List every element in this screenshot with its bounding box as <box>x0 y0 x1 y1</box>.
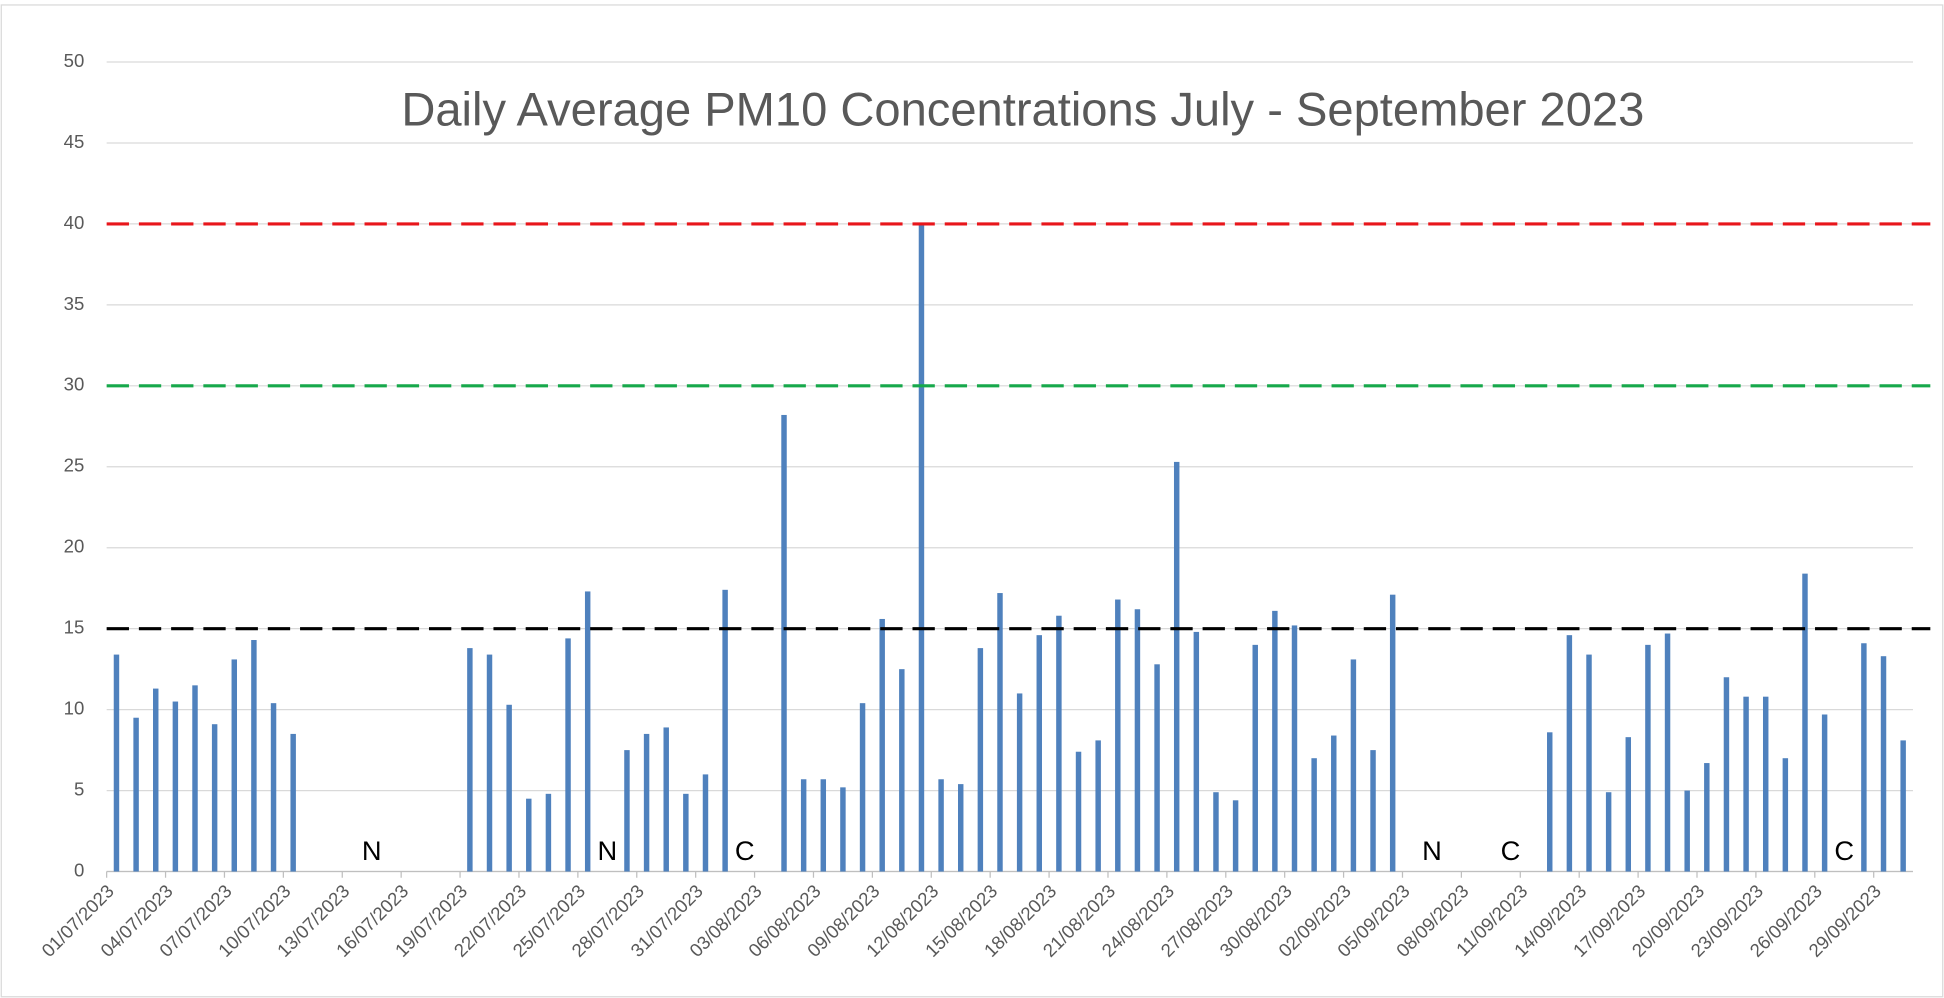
annotation: C <box>735 835 755 866</box>
y-tick-label: 0 <box>74 859 84 880</box>
bar <box>899 669 905 872</box>
bar <box>545 793 552 872</box>
bar <box>1743 696 1749 872</box>
bar <box>1723 677 1730 872</box>
annotation: N <box>1422 835 1442 866</box>
bar <box>702 774 709 872</box>
bar <box>1213 792 1219 872</box>
bar <box>251 640 257 872</box>
bar <box>1291 625 1298 872</box>
bar <box>781 414 787 872</box>
bar <box>486 654 493 872</box>
bar <box>859 703 866 872</box>
bar <box>643 733 650 872</box>
bar <box>1193 631 1200 872</box>
bar <box>683 793 689 872</box>
bar <box>1075 751 1082 872</box>
bar <box>1350 659 1357 872</box>
bar <box>1821 714 1828 872</box>
bar <box>1645 644 1651 872</box>
y-tick-label: 10 <box>64 698 85 719</box>
bar <box>918 223 925 872</box>
bar <box>231 659 238 872</box>
bar <box>1036 635 1042 872</box>
chart-title: Daily Average PM10 Concentrations July -… <box>401 82 1644 135</box>
bar <box>565 638 571 872</box>
bar <box>977 648 984 872</box>
annotation: N <box>362 835 382 866</box>
bar <box>1016 693 1023 872</box>
bar <box>1586 654 1592 872</box>
bar <box>1095 740 1101 872</box>
bar <box>879 618 885 872</box>
bar <box>113 654 120 872</box>
bar <box>1605 792 1612 872</box>
bar <box>290 733 296 872</box>
annotation: C <box>1834 835 1854 866</box>
bar <box>1625 737 1632 872</box>
annotation: N <box>597 835 617 866</box>
bar <box>1056 615 1062 872</box>
annotation: C <box>1501 835 1521 866</box>
y-tick-label: 25 <box>64 455 85 476</box>
y-tick-label: 5 <box>74 778 84 799</box>
bar <box>624 750 630 872</box>
bar <box>1134 609 1141 872</box>
bar <box>153 688 159 872</box>
bar <box>1684 790 1690 872</box>
bar <box>1566 635 1573 872</box>
bar <box>840 787 846 872</box>
bar <box>722 589 728 872</box>
bar <box>1802 573 1808 872</box>
bar <box>1154 664 1160 872</box>
y-tick-label: 15 <box>64 617 85 638</box>
bar <box>1861 643 1867 872</box>
bar <box>192 685 198 872</box>
bar <box>526 798 532 872</box>
chart-border <box>0 4 1944 998</box>
bar <box>800 779 807 872</box>
bar <box>1547 732 1553 872</box>
bar <box>172 701 179 872</box>
bar <box>1880 656 1887 872</box>
bar <box>467 648 473 872</box>
bar <box>506 704 512 872</box>
y-tick-label: 35 <box>64 293 85 314</box>
y-tick-label: 40 <box>64 212 85 233</box>
bar <box>663 727 669 872</box>
bar <box>1272 610 1278 872</box>
y-tick-label: 45 <box>64 131 85 152</box>
bar <box>584 591 591 872</box>
bar <box>938 779 944 872</box>
bar <box>1664 633 1671 872</box>
bar <box>1311 758 1317 872</box>
bar <box>1173 461 1180 872</box>
bar <box>1232 800 1239 872</box>
bar <box>958 784 964 872</box>
y-tick-label: 50 <box>64 50 85 71</box>
bar <box>1252 644 1258 872</box>
bar <box>1762 696 1769 872</box>
bar <box>133 717 139 872</box>
bar <box>270 703 277 872</box>
bar <box>1370 750 1376 872</box>
bar <box>1389 594 1396 872</box>
y-tick-label: 30 <box>64 374 85 395</box>
bar <box>997 593 1003 872</box>
bar <box>1115 599 1121 872</box>
bar <box>1782 758 1789 872</box>
y-tick-label: 20 <box>64 536 85 557</box>
bar <box>820 779 827 872</box>
bar <box>1900 740 1906 872</box>
bar <box>1704 763 1710 872</box>
bar <box>211 724 218 872</box>
bar <box>1331 735 1337 872</box>
